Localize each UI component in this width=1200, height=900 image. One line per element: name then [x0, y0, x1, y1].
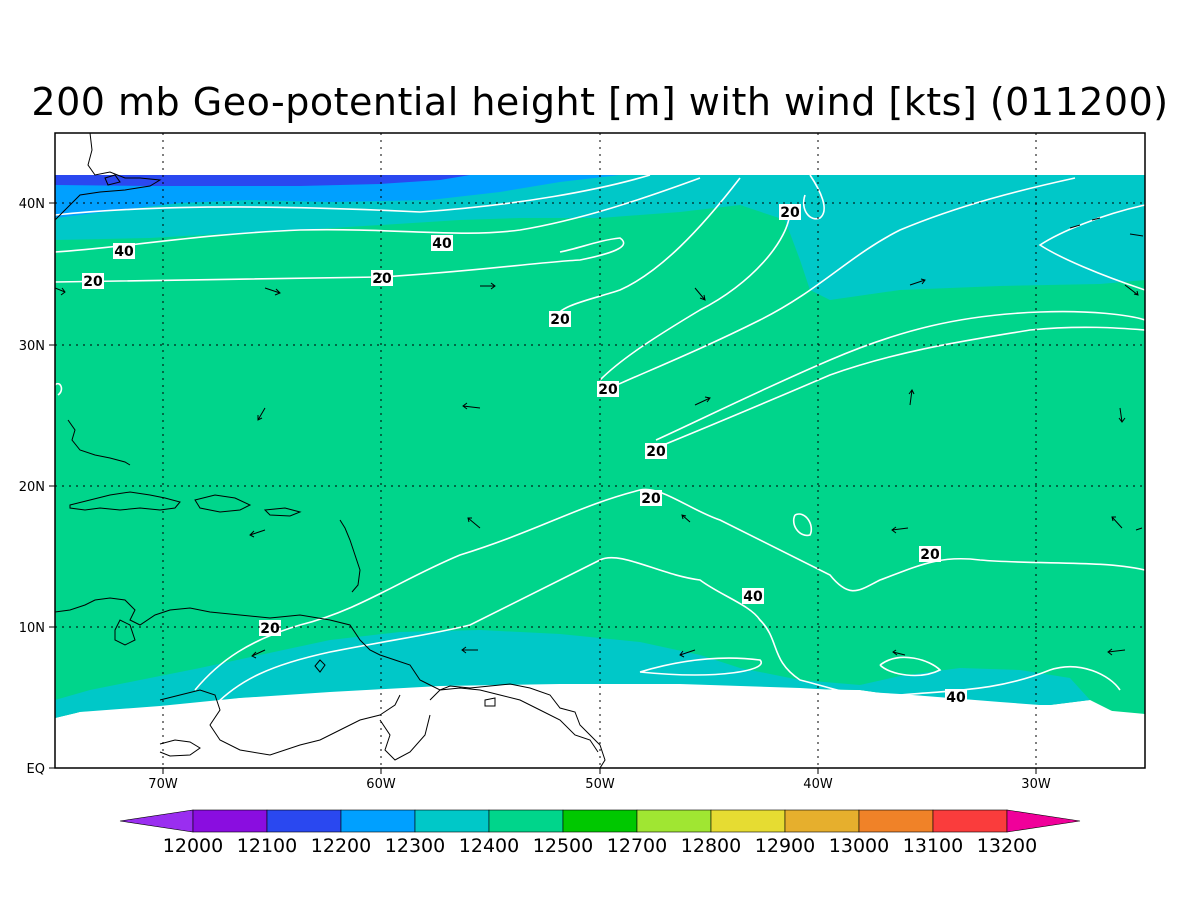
colorbar-swatch [488, 809, 564, 833]
height-band-12100 [55, 175, 470, 186]
colorbar-swatch [340, 809, 416, 833]
colorbar-swatch [636, 809, 712, 833]
wind-vectors [55, 217, 1144, 659]
contour-label: 40 [114, 244, 134, 260]
colorbar-label: 12300 [385, 835, 445, 857]
axis-ticks [49, 202, 1037, 774]
contour-labels: 40 40 20 20 20 20 20 20 20 20 40 20 40 [82, 204, 967, 706]
contour-label: 20 [83, 274, 103, 290]
contour-label: 40 [743, 589, 763, 605]
x-tick-label: 30W [1021, 777, 1051, 792]
colorbar-label: 12000 [163, 835, 223, 857]
contour-label: 20 [260, 621, 280, 637]
no-data-south [55, 684, 1145, 768]
contour-label: 20 [598, 382, 618, 398]
colorbar-swatch [119, 809, 194, 833]
height-band-12400 [55, 175, 1145, 718]
x-tick-label: 60W [366, 777, 396, 792]
x-tick-label: 40W [803, 777, 833, 792]
colorbar [119, 809, 1081, 833]
colorbar-swatch [1006, 809, 1081, 833]
contour-label: 20 [920, 547, 940, 563]
colorbar-label: 13200 [977, 835, 1037, 857]
contour-label: 40 [432, 236, 452, 252]
colorbar-labels: 12000 12100 12200 12300 12400 12500 12700 12800… [163, 835, 1037, 857]
contour-label: 20 [550, 312, 570, 328]
colorbar-label: 12700 [607, 835, 667, 857]
colorbar-label: 12100 [237, 835, 297, 857]
colorbar-swatch [710, 809, 786, 833]
x-tick-label: 50W [585, 777, 615, 792]
chart-title: 200 mb Geo-potential height [m] with win… [31, 80, 1169, 124]
grid-lines [55, 133, 1145, 768]
height-band-12300-south [55, 630, 1090, 718]
colorbar-swatch [932, 809, 1008, 833]
colorbar-swatch [266, 809, 342, 833]
y-tick-label: EQ [27, 762, 45, 777]
contour-label: 20 [372, 271, 392, 287]
y-tick-label: 30N [19, 339, 45, 354]
contour-label: 40 [946, 690, 966, 706]
colorbar-label: 13100 [903, 835, 963, 857]
colorbar-label: 12500 [533, 835, 593, 857]
colorbar-swatch [784, 809, 860, 833]
colorbar-label: 12900 [755, 835, 815, 857]
y-tick-label: 10N [19, 621, 45, 636]
contour-label: 20 [641, 491, 661, 507]
y-tick-label: 20N [19, 480, 45, 495]
colorbar-label: 12200 [311, 835, 371, 857]
colorbar-swatch [562, 809, 638, 833]
colorbar-swatch [858, 809, 934, 833]
contour-label: 20 [780, 205, 800, 221]
contour-label: 20 [646, 444, 666, 460]
colorbar-swatch [192, 809, 268, 833]
plot-area: 40 40 20 20 20 20 20 20 20 20 40 20 40 [55, 133, 1145, 768]
height-band-12300-north [55, 175, 1145, 300]
coastlines [55, 133, 606, 768]
y-tick-label: 40N [19, 197, 45, 212]
colorbar-label: 12800 [681, 835, 741, 857]
colorbar-label: 12400 [459, 835, 519, 857]
colorbar-swatch [414, 809, 490, 833]
wind-contours [55, 174, 1145, 706]
colorbar-label: 13000 [829, 835, 889, 857]
x-tick-label: 70W [148, 777, 178, 792]
